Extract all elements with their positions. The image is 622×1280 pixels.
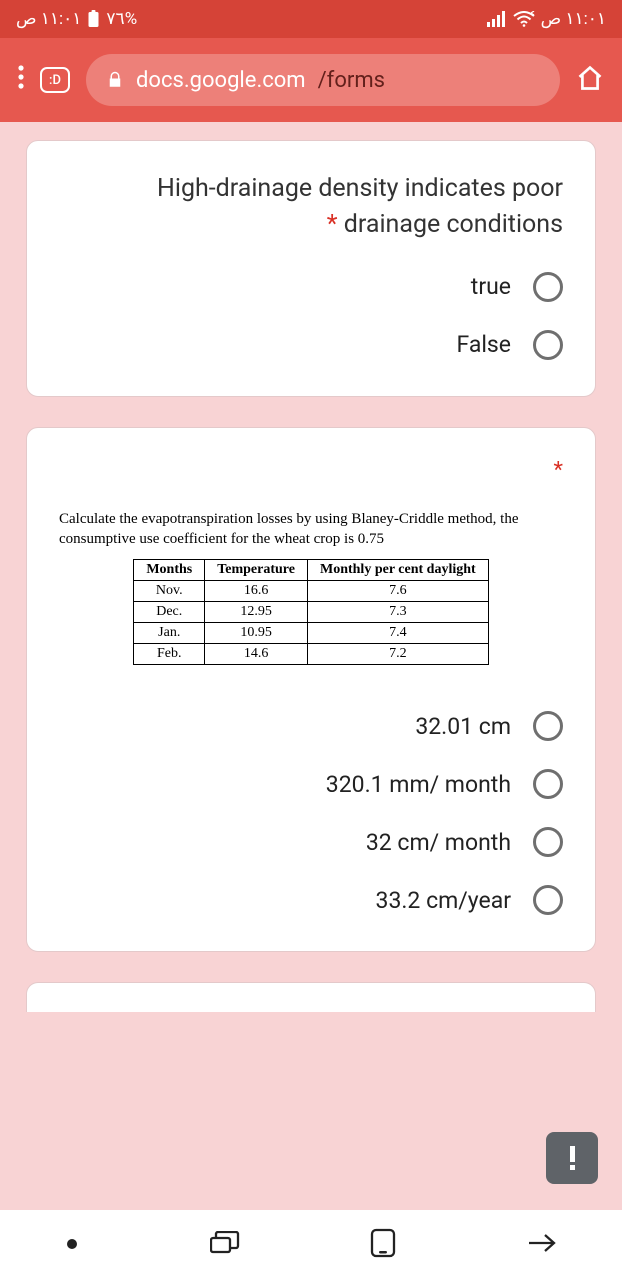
radio-option[interactable]: 32.01 cm [59, 711, 563, 741]
signal-icon [487, 11, 507, 27]
option-label: 33.2 cm/year [376, 887, 511, 914]
required-asterisk: * [59, 458, 563, 483]
option-label: 32 cm/ month [366, 829, 511, 856]
tab-count-button[interactable]: :D [40, 67, 70, 93]
required-asterisk: * [327, 210, 338, 239]
nav-recents-button[interactable] [210, 1231, 240, 1259]
question-card-peek [26, 982, 596, 1012]
option-label: true [471, 273, 511, 300]
radio-icon [533, 769, 563, 799]
data-table: Months Temperature Monthly per cent dayl… [133, 559, 488, 665]
url-path: /forms [318, 68, 385, 93]
radio-option[interactable]: False [59, 330, 563, 360]
radio-icon [533, 711, 563, 741]
option-label: False [456, 331, 511, 358]
radio-option[interactable]: true [59, 272, 563, 302]
table-row: Jan.10.957.4 [134, 623, 488, 644]
radio-option[interactable]: 32 cm/ month [59, 827, 563, 857]
nav-back-button[interactable] [527, 1233, 557, 1257]
table-row: Feb.14.67.2 [134, 644, 488, 665]
status-time-left: ١١:٠١ ص [16, 9, 81, 29]
radio-icon [533, 272, 563, 302]
question-card-2: * Calculate the evapotranspiration losse… [26, 427, 596, 953]
browser-bar: :D docs.google.com/forms [0, 38, 622, 122]
nav-dot[interactable] [65, 1236, 79, 1255]
question-card-1: High-drainage density indicates poor * d… [26, 140, 596, 397]
radio-icon [533, 827, 563, 857]
radio-icon [533, 885, 563, 915]
menu-button[interactable] [18, 65, 24, 95]
lock-icon [106, 71, 124, 89]
question-description: Calculate the evapotranspiration losses … [59, 509, 563, 550]
radio-option[interactable]: 320.1 mm/ month [59, 769, 563, 799]
table-header: Monthly per cent daylight [307, 560, 488, 581]
alert-icon [569, 1145, 576, 1171]
table-row: Dec.12.957.3 [134, 602, 488, 623]
form-content: High-drainage density indicates poor * d… [0, 122, 622, 1210]
radio-icon [533, 330, 563, 360]
table-header: Months [134, 560, 205, 581]
table-header: Temperature [205, 560, 308, 581]
option-label: 32.01 cm [415, 713, 511, 740]
url-bar[interactable]: docs.google.com/forms [86, 54, 560, 106]
status-battery: ٧٦% [106, 9, 137, 29]
home-button[interactable] [576, 64, 604, 96]
report-fab[interactable] [546, 1132, 598, 1184]
table-row: Nov.16.67.6 [134, 581, 488, 602]
radio-option[interactable]: 33.2 cm/year [59, 885, 563, 915]
option-label: 320.1 mm/ month [326, 771, 511, 798]
question-text: High-drainage density indicates poor * d… [59, 171, 563, 244]
battery-icon [87, 10, 100, 28]
status-time-right: ١١:٠١ ص [541, 9, 606, 29]
system-nav-bar [0, 1210, 622, 1280]
status-bar: ١١:٠١ ص ٧٦% ١١:٠١ ص [0, 0, 622, 38]
wifi-icon [513, 11, 535, 27]
url-domain: docs.google.com [136, 68, 306, 93]
table-header-row: Months Temperature Monthly per cent dayl… [134, 560, 488, 581]
nav-home-button[interactable] [370, 1228, 396, 1262]
